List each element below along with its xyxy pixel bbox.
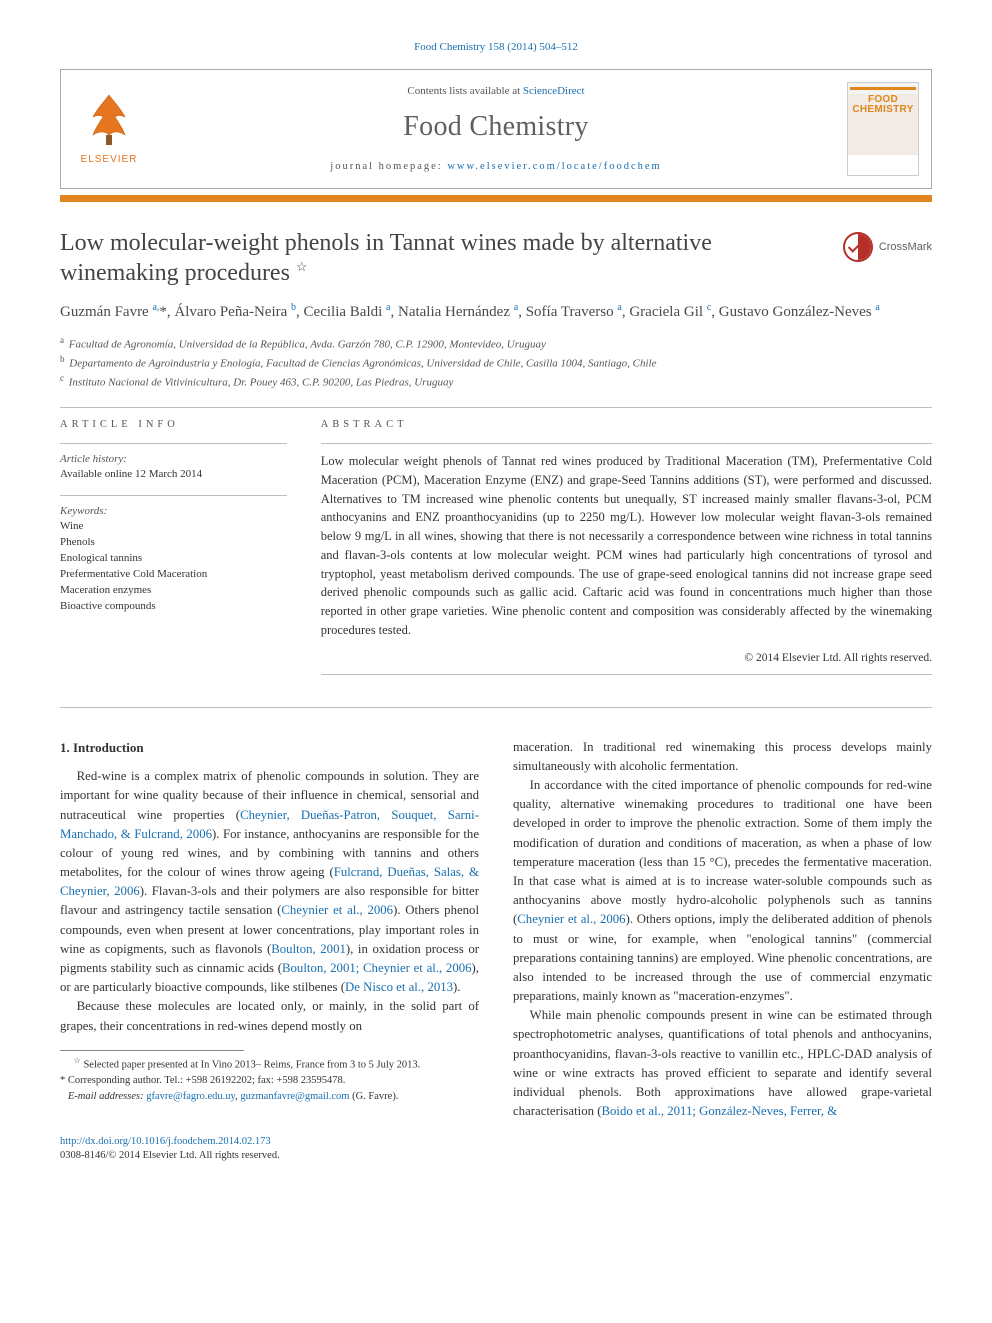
- top-citation-link[interactable]: Food Chemistry 158 (2014) 504–512: [414, 41, 578, 53]
- rule: [60, 707, 932, 708]
- affiliations: a Facultad de Agronomía, Universidad de …: [60, 334, 932, 391]
- citation-link[interactable]: Boido et al., 2011; González-Neves, Ferr…: [601, 1104, 837, 1118]
- journal-header: ELSEVIER Contents lists available at Sci…: [60, 69, 932, 189]
- body-paragraph: In accordance with the cited importance …: [513, 776, 932, 1006]
- journal-homepage: journal homepage: www.elsevier.com/locat…: [145, 160, 847, 175]
- footnote-corresponding: * Corresponding author. Tel.: +598 26192…: [60, 1074, 479, 1089]
- citation-link[interactable]: Cheynier et al., 2006: [281, 903, 393, 917]
- crossmark-icon: [843, 232, 873, 262]
- doi-link[interactable]: http://dx.doi.org/10.1016/j.foodchem.201…: [60, 1136, 271, 1147]
- abstract-copyright: © 2014 Elsevier Ltd. All rights reserved…: [321, 650, 932, 666]
- citation-link[interactable]: De Nisco et al., 2013: [345, 980, 453, 994]
- abstract-text: Low molecular weight phenols of Tannat r…: [321, 452, 932, 640]
- sciencedirect-link[interactable]: ScienceDirect: [523, 85, 585, 97]
- doi-issn-block: http://dx.doi.org/10.1016/j.foodchem.201…: [60, 1135, 932, 1162]
- footnotes-rule: [60, 1050, 244, 1051]
- footnote-emails: E-mail addresses: gfavre@fagro.edu.uy, g…: [60, 1090, 479, 1105]
- sub-rule: [60, 495, 287, 496]
- citation-link[interactable]: Boulton, 2001; Cheynier et al., 2006: [282, 961, 472, 975]
- elsevier-logo: ELSEVIER: [73, 87, 145, 171]
- rule: [60, 407, 932, 408]
- crossmark-badge[interactable]: CrossMark: [843, 232, 932, 262]
- citation-link[interactable]: Cheynier et al., 2006: [517, 912, 625, 926]
- authors-list: Guzmán Favre a,*, Álvaro Peña-Neira b, C…: [60, 300, 932, 324]
- body-paragraph: While main phenolic compounds present in…: [513, 1006, 932, 1121]
- keywords-list: WinePhenolsEnological tanninsPrefermenta…: [60, 519, 287, 615]
- section-heading-intro: 1. Introduction: [60, 738, 479, 758]
- sub-rule: [321, 443, 932, 444]
- email-link[interactable]: gfavre@fagro.edu.uy: [146, 1091, 235, 1102]
- abstract-heading: ABSTRACT: [321, 418, 932, 433]
- article-title: Low molecular-weight phenols in Tannat w…: [60, 228, 825, 288]
- journal-title: Food Chemistry: [145, 107, 847, 146]
- homepage-link[interactable]: www.elsevier.com/locate/foodchem: [447, 161, 661, 172]
- body-paragraph: maceration. In traditional red winemakin…: [513, 738, 932, 776]
- journal-cover-thumbnail: FOODCHEMISTRY: [847, 82, 919, 176]
- top-citation: Food Chemistry 158 (2014) 504–512: [60, 40, 932, 55]
- title-footnote-marker: ☆: [296, 259, 308, 274]
- sub-rule: [321, 674, 932, 675]
- keywords-label: Keywords:: [60, 504, 287, 519]
- footnote-selected-paper: ☆ Selected paper presented at In Vino 20…: [60, 1055, 479, 1073]
- body-paragraph: Red-wine is a complex matrix of phenolic…: [60, 767, 479, 997]
- history-label: Article history:: [60, 452, 287, 467]
- email-link[interactable]: guzmanfavre@gmail.com: [240, 1091, 349, 1102]
- orange-divider: [60, 195, 932, 202]
- issn-copyright: 0308-8146/© 2014 Elsevier Ltd. All right…: [60, 1150, 280, 1161]
- citation-link[interactable]: Boulton, 2001: [271, 942, 346, 956]
- sub-rule: [60, 443, 287, 444]
- article-info-heading: ARTICLE INFO: [60, 418, 287, 433]
- elsevier-label: ELSEVIER: [81, 153, 138, 167]
- contents-lists-line: Contents lists available at ScienceDirec…: [145, 84, 847, 99]
- history-value: Available online 12 March 2014: [60, 467, 287, 482]
- crossmark-label: CrossMark: [879, 240, 932, 255]
- body-paragraph: Because these molecules are located only…: [60, 997, 479, 1035]
- body-columns: 1. Introduction Red-wine is a complex ma…: [60, 738, 932, 1122]
- contents-prefix: Contents lists available at: [407, 85, 522, 97]
- footnotes-block: ☆ Selected paper presented at In Vino 20…: [60, 1050, 479, 1105]
- elsevier-tree-icon: [83, 91, 135, 151]
- homepage-prefix: journal homepage:: [330, 161, 447, 172]
